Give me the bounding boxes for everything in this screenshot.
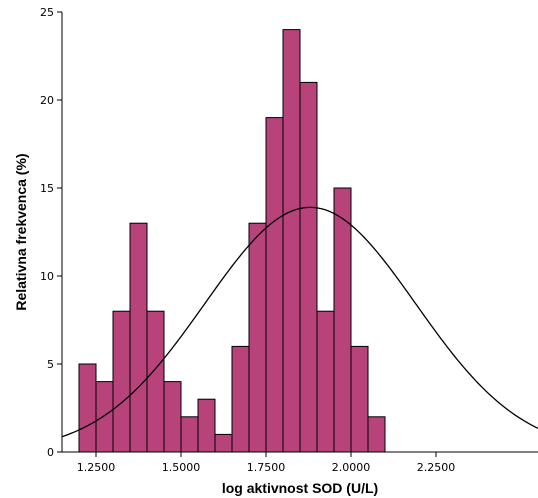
y-tick-label-15: 15 [40,182,54,195]
y-tick-label-25: 25 [40,6,54,19]
histogram-bar-4 [129,222,148,453]
histogram-bar-2 [95,381,114,453]
x-tick-label-1.7500: 1.7500 [247,461,286,474]
histogram-bar-8 [197,398,216,453]
y-tick-label-10: 10 [40,270,54,283]
histogram-bar-9 [214,433,233,453]
x-axis-title: log aktivnost SOD (U/L) [222,480,378,496]
histogram-bar-6 [163,381,182,453]
histogram-bar-13 [282,29,301,453]
y-tick-label-0: 0 [47,446,54,459]
histogram-bar-16 [333,187,352,453]
x-ticks-group: 1.2500 1.5000 1.7500 2.0000 2.2500 [77,452,456,474]
x-tick-label-2.2500: 2.2500 [417,461,456,474]
y-ticks-group: 0 5 10 15 20 25 [40,6,62,459]
normal-curve [61,206,538,438]
histogram-bar-5 [146,310,165,453]
x-tick-label-1.5000: 1.5000 [162,461,201,474]
histogram-bar-12 [265,117,284,453]
histogram-bar-1 [78,363,97,453]
x-tick-label-1.2500: 1.2500 [77,461,116,474]
histogram-bar-17 [350,345,369,453]
histogram-bar-10 [231,345,250,453]
y-axis-title: Relativna frekvenca (%) [13,153,29,310]
x-tick-label-2.0000: 2.0000 [332,461,371,474]
y-tick-label-5: 5 [47,358,54,371]
histogram-bar-11 [248,222,267,453]
histogram-bar-15 [316,310,335,453]
histogram-bar-7 [180,416,199,453]
histogram-bar-3 [112,310,131,453]
histogram-bar-18 [367,416,386,453]
y-tick-label-20: 20 [40,94,54,107]
histogram-bar-14 [299,81,318,453]
